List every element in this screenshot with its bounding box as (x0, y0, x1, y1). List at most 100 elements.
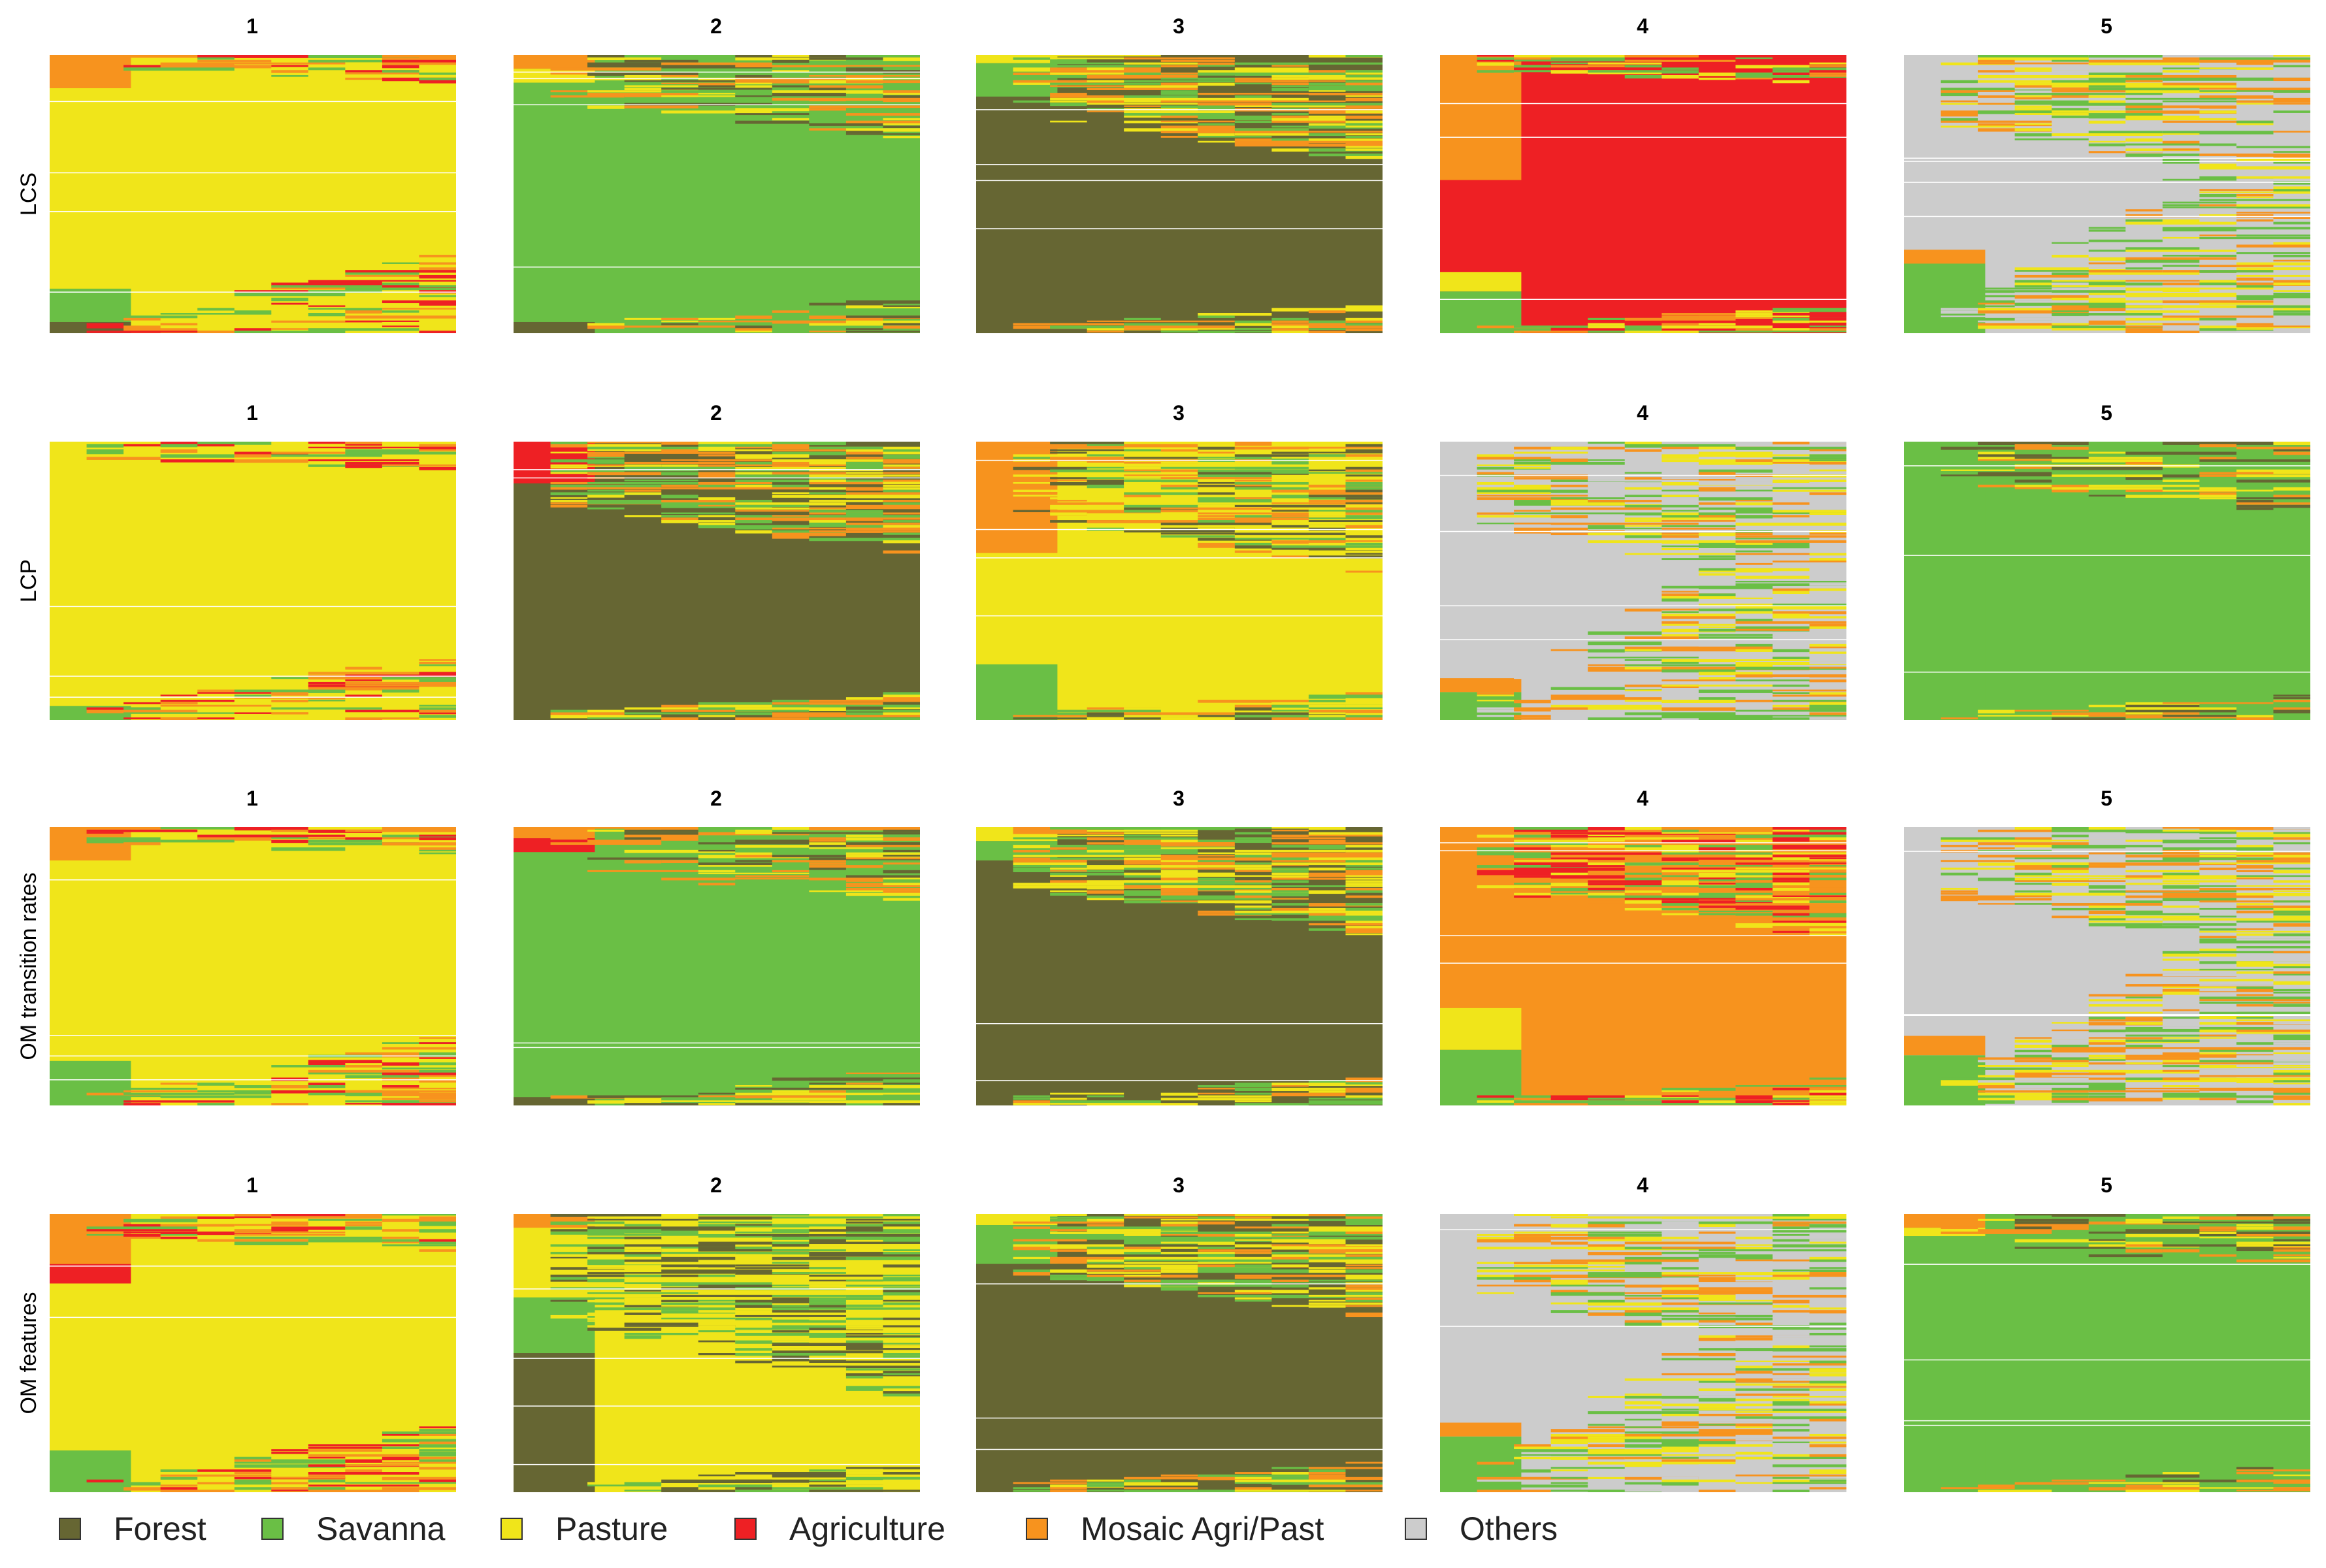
sequence-segment (1624, 1224, 1736, 1226)
sequence-segment (2162, 898, 2236, 902)
sequence-segment (308, 328, 419, 331)
sequence-segment (698, 1294, 736, 1297)
sequence-segment (345, 59, 382, 63)
sequence-segment (1271, 855, 1383, 858)
sequence-segment (2273, 1004, 2310, 1007)
sequence-segment (1271, 862, 1383, 866)
sequence-segment (845, 131, 883, 134)
sequence-segment (2273, 900, 2310, 903)
panel-title: 5 (2101, 401, 2112, 425)
sequence-segment (1308, 320, 1346, 323)
sequence-segment (1809, 532, 1846, 535)
sequence-segment (1234, 138, 1309, 142)
sequence-segment (1698, 1454, 1736, 1456)
sequence-segment (2236, 892, 2274, 896)
sequence-segment (661, 1256, 698, 1260)
sequence-segment (1662, 845, 1699, 849)
sequence-segment (883, 877, 920, 880)
sequence-segment (2088, 903, 2163, 906)
sequence-segment (345, 287, 456, 291)
sequence-segment (1588, 1398, 1662, 1401)
sequence-segment (883, 135, 920, 139)
sequence-segment (1772, 57, 1846, 59)
sequence-segment (2125, 128, 2236, 132)
sequence-segment (845, 1236, 920, 1240)
sequence-segment (234, 454, 272, 458)
sequence-segment (2273, 74, 2310, 78)
sequence-segment (1271, 1467, 1309, 1469)
sequence-segment (1234, 520, 1272, 523)
sequence-segment (809, 1305, 846, 1307)
sequence-segment (809, 827, 920, 831)
sequence-segment (772, 1340, 846, 1343)
sequence-segment (1550, 1224, 1588, 1228)
sequence-segment (735, 1315, 846, 1317)
sequence-segment (1345, 442, 1383, 445)
sequence-segment (1941, 890, 1978, 893)
sequence-segment (1271, 1472, 1309, 1476)
sequence-segment (382, 59, 456, 63)
sequence-segment (1234, 1092, 1309, 1095)
sequence-segment (772, 118, 810, 121)
sequence-segment (1809, 1403, 1846, 1406)
sequence-segment (2162, 287, 2274, 290)
sequence-segment (2088, 103, 2126, 105)
sequence-segment (1160, 1284, 1272, 1287)
sequence-segment (1772, 1358, 1810, 1361)
sequence-segment (661, 717, 698, 720)
sequence-segment (2162, 285, 2274, 289)
sequence-segment (2125, 857, 2163, 861)
sequence-segment (1087, 100, 1124, 105)
sequence-segment (1662, 1272, 1699, 1275)
sequence-segment (587, 715, 662, 719)
sequence-segment (2162, 958, 2200, 961)
sequence-segment (587, 495, 625, 498)
sequence-segment (2236, 1467, 2274, 1469)
sequence-segment (2125, 70, 2163, 73)
sequence-segment (2273, 1095, 2310, 1099)
sequence-segment (1698, 717, 1773, 720)
sequence-segment (1514, 1236, 1625, 1240)
start-state-block (514, 82, 595, 322)
sequence-segment (1345, 860, 1383, 863)
sequence-panel (50, 55, 456, 333)
legend-item: Pasture (500, 1509, 668, 1548)
sequence-segment (2162, 206, 2236, 208)
sequence-segment (624, 1233, 698, 1236)
sequence-segment (1698, 827, 1736, 831)
sequence-segment (845, 717, 883, 720)
sequence-segment (1588, 1252, 1662, 1256)
sequence-segment (698, 1262, 810, 1266)
sequence-segment (1345, 1299, 1383, 1302)
sequence-segment (1978, 484, 2015, 487)
sequence-segment (1735, 583, 1846, 586)
sequence-segment (2273, 910, 2310, 913)
sequence-segment (1735, 710, 1846, 712)
sequence-segment (1698, 1388, 1736, 1392)
sequence-segment (698, 1216, 772, 1220)
sequence-segment (1271, 504, 1346, 508)
sequence-segment (1050, 446, 1124, 449)
sequence-segment (661, 515, 698, 517)
sequence-segment (1624, 1241, 1736, 1245)
sequence-segment (809, 1085, 920, 1088)
sequence-segment (698, 482, 736, 485)
sequence-segment (419, 57, 456, 61)
sequence-segment (1624, 1310, 1699, 1314)
sequence-segment (1160, 59, 1235, 62)
sequence-segment (2014, 1065, 2052, 1067)
sequence-segment (2088, 62, 2200, 65)
sequence-segment (2088, 55, 2163, 58)
sequence-segment (883, 1355, 920, 1359)
sequence-segment (883, 855, 920, 857)
sequence-segment (160, 1083, 198, 1085)
start-state-block (976, 664, 1058, 720)
sequence-segment (1698, 446, 1736, 449)
sequence-segment (698, 1274, 736, 1277)
sequence-segment (2052, 1214, 2126, 1217)
sequence-segment (1124, 1267, 1161, 1269)
sequence-segment (1698, 532, 1736, 536)
sequence-segment (1772, 320, 1810, 323)
sequence-segment (234, 1472, 272, 1475)
sequence-segment (1698, 555, 1736, 558)
